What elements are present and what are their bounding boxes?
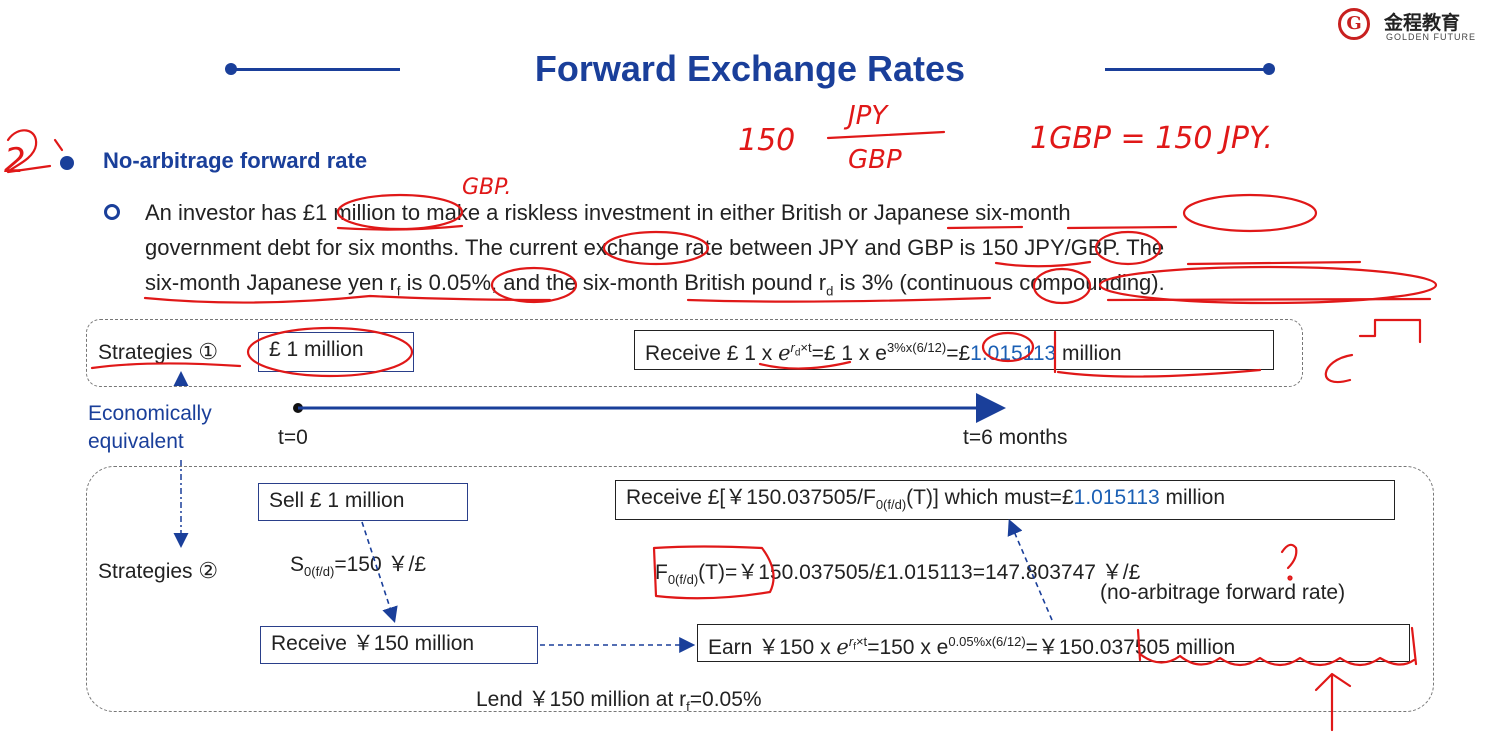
- annotation-fraction-line: [826, 130, 946, 140]
- timeline-start-dot: [293, 403, 303, 413]
- timeline-start-label: t=0: [278, 426, 308, 449]
- strategy2-label: Strategies ②: [98, 558, 219, 583]
- forward-rate-note: (no-arbitrage forward rate): [1100, 581, 1346, 604]
- annotation-equivalence: 1GBP = 150 JPY.: [1030, 121, 1273, 156]
- strategy1-receive-box: Receive £ 1 x erd×t=£ 1 x e3%x(6/12)=£1.…: [634, 330, 1274, 370]
- economically-equivalent-label: Economically equivalent: [88, 402, 212, 453]
- spot-rate-label: S0(f/d)=150 ￥/£: [290, 553, 427, 580]
- title-rule-right: [1105, 68, 1268, 71]
- logo-text-cn: 金程教育: [1384, 12, 1461, 34]
- annotation-number: 2: [4, 141, 26, 181]
- logo-text-en: GOLDEN FUTURE: [1386, 32, 1477, 42]
- section-heading: No-arbitrage forward rate: [103, 148, 368, 173]
- strategy1-label: Strategies ①: [98, 339, 219, 364]
- problem-paragraph: An investor has £1 million to make a ris…: [145, 195, 1475, 308]
- annotation-ratio-top: JPY: [843, 101, 889, 131]
- strategy1-amount-box: £ 1 million: [258, 332, 414, 372]
- final-receive-box: Receive £[￥150.037505/F0(f/d)(T)] which …: [615, 480, 1395, 520]
- annotation-ratio-bottom: GBP: [848, 145, 902, 175]
- annotation-two-stroke: [6, 129, 52, 174]
- heading-bullet-icon: [60, 156, 74, 170]
- page-title: Forward Exchange Rates: [534, 48, 966, 89]
- paragraph-line-3: six-month Japanese yen rf is 0.05%, and …: [145, 270, 1165, 299]
- title-dot-right: [1263, 63, 1275, 75]
- timeline-end-label: t=6 months: [963, 426, 1068, 449]
- lend-yen-label: Lend ￥150 million at rf=0.05%: [476, 688, 762, 715]
- strategy2-region: [86, 466, 1434, 712]
- brand-logo: G 金程教育 GOLDEN FUTURE: [1338, 6, 1498, 46]
- title-dot-left: [225, 63, 237, 75]
- strategy1-region: [86, 319, 1303, 387]
- paragraph-bullet-icon: [104, 204, 120, 220]
- paragraph-line-1: An investor has £1 million to make a ris…: [145, 200, 1071, 225]
- logo-mark-icon: G: [1338, 8, 1370, 40]
- annotation-ratio-num: 150: [738, 123, 795, 158]
- title-rule-left: [232, 68, 400, 71]
- sell-pound-box: Sell £ 1 million: [258, 483, 468, 521]
- receive-yen-box: Receive ￥150 million: [260, 626, 538, 664]
- paragraph-line-2: government debt for six months. The curr…: [145, 235, 1165, 260]
- earn-yen-box: Earn ￥150 x erf×t=150 x e0.05%x(6/12)=￥1…: [697, 624, 1410, 662]
- forward-rate-formula: F0(f/d)(T)=￥150.037505/£1.015113=147.803…: [655, 561, 1141, 588]
